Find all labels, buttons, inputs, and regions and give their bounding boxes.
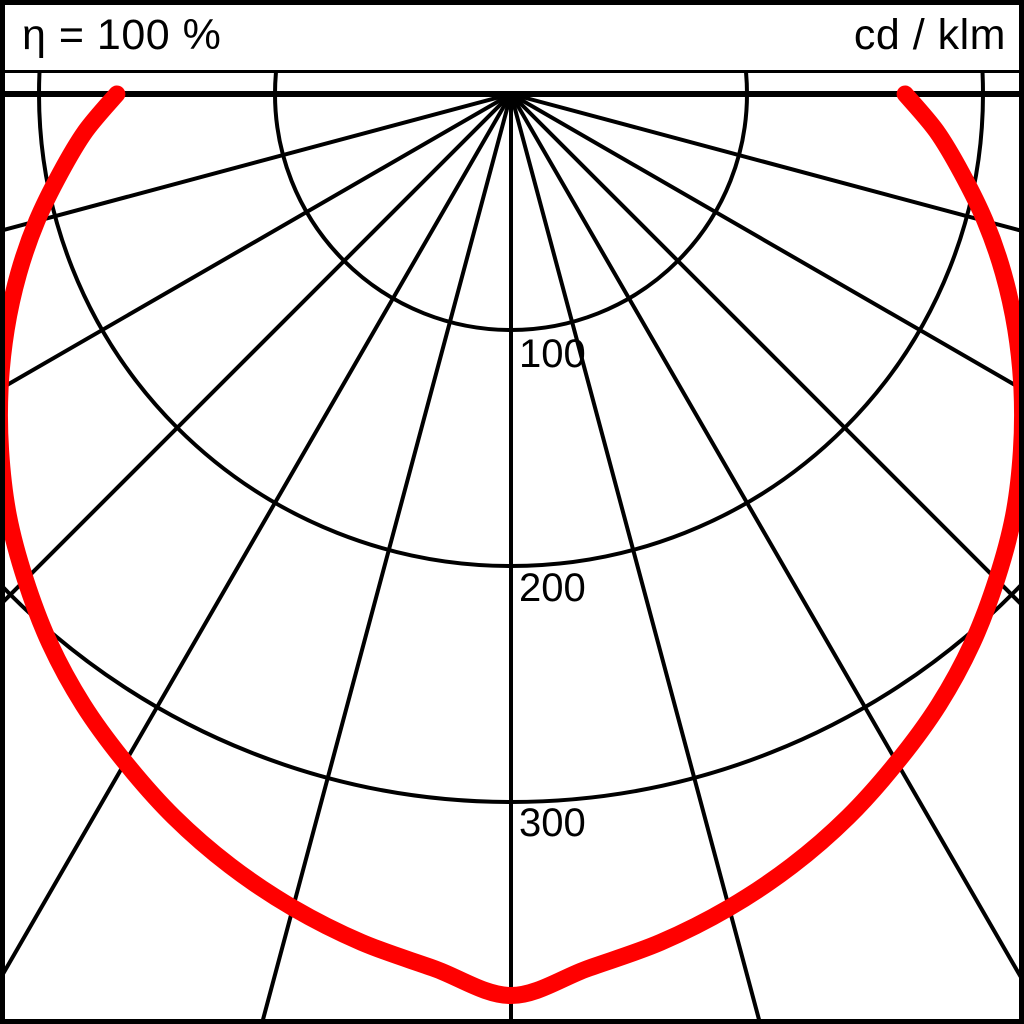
polar-grid xyxy=(0,73,1024,1024)
radial-line--75deg xyxy=(0,92,512,233)
radial-line-45deg xyxy=(509,92,1024,610)
radial-line--60deg xyxy=(0,92,513,392)
radial-line--45deg xyxy=(0,92,513,608)
radial-line-30deg xyxy=(509,92,1024,987)
radial-label-100: 100 xyxy=(519,332,586,376)
radial-line-15deg xyxy=(509,93,763,1024)
radial-line--30deg xyxy=(0,92,513,984)
diagram-header: η = 100 % cd / klm xyxy=(0,0,1024,73)
radial-angle-lines xyxy=(0,92,1024,1024)
radial-line-60deg xyxy=(509,92,1024,393)
radial-line-75deg xyxy=(510,92,1024,234)
efficiency-label: η = 100 % xyxy=(22,10,222,59)
polar-plot-area: 100 200 300 xyxy=(0,73,1024,1024)
radial-label-200: 200 xyxy=(519,566,586,610)
radial-label-300: 300 xyxy=(519,801,586,845)
polar-plot-svg: 100 200 300 xyxy=(0,73,1024,1024)
radial-line--15deg xyxy=(259,93,513,1024)
intensity-unit-label: cd / klm xyxy=(853,10,1006,59)
